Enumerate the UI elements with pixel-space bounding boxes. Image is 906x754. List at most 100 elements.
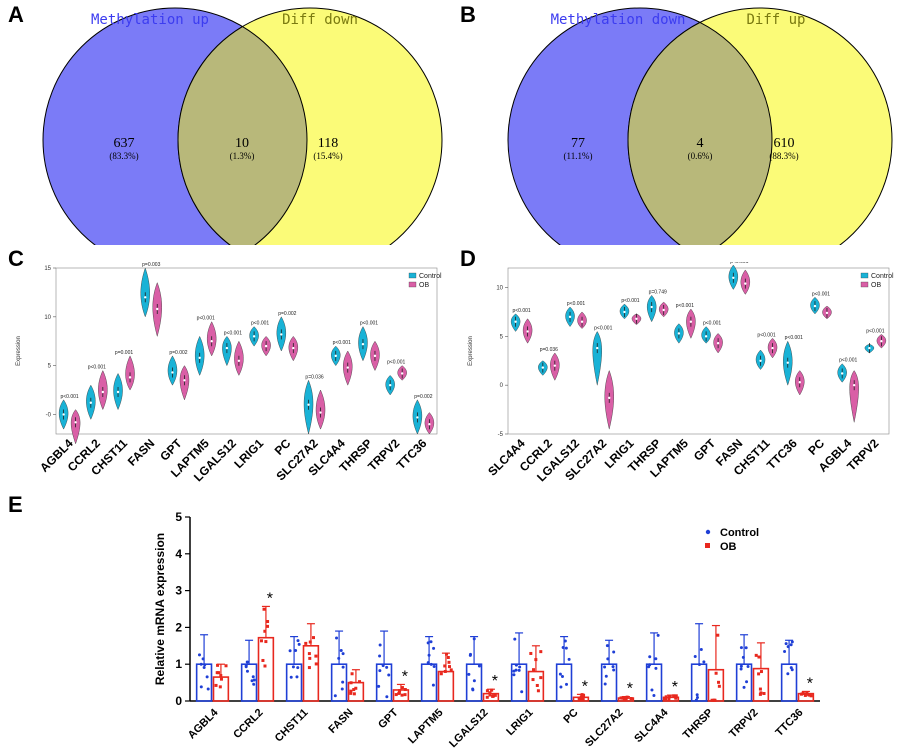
dot-control — [429, 662, 433, 666]
dot-ob — [264, 640, 268, 644]
bar-e-category-label: CCRL2 — [231, 707, 265, 741]
violin-c-median-ob — [319, 411, 322, 414]
dot-control — [693, 654, 697, 658]
dot-control — [378, 669, 382, 673]
dot-control — [518, 665, 522, 669]
dot-control — [471, 688, 475, 692]
violin-c-median-control — [171, 371, 174, 374]
violin-c-plot-frame — [55, 267, 438, 435]
dot-ob — [716, 633, 720, 637]
dot-control — [520, 690, 524, 694]
dot-control — [296, 639, 300, 643]
panel-letter-b: B — [460, 2, 476, 27]
dot-control — [297, 642, 301, 646]
dot-ob — [714, 671, 718, 675]
venn-a-percent-overlap: (1.3%) — [230, 151, 255, 161]
violin-c-median-ob — [373, 354, 377, 358]
dot-ob — [529, 651, 533, 655]
dot-ob — [801, 691, 805, 695]
venn-b-count-overlap: 4 — [697, 136, 704, 151]
dot-control — [513, 637, 517, 641]
violin-d-y-axis-label: Expression — [468, 336, 474, 366]
dot-control — [784, 642, 788, 646]
violin-c-median-control — [225, 346, 229, 350]
dot-ob — [531, 678, 535, 682]
bar-e-y-tick-label: 1 — [175, 657, 182, 671]
violin-chart-c: -051015Expressionp<0.001AGBL4p<0.001CCRL… — [16, 262, 442, 484]
violin-c-median-ob — [74, 421, 77, 424]
violin-d-median-ob — [798, 381, 801, 384]
bar-e-category-label: TRPV2 — [727, 707, 761, 741]
dot-ob — [717, 680, 721, 684]
dot-control — [426, 661, 430, 665]
bar-control — [600, 663, 618, 702]
dot-ob — [308, 640, 312, 644]
dot-ob — [492, 694, 496, 698]
violin-d-pvalue-label: p<0.001 — [567, 301, 585, 307]
violin-d-pvalue-label: p=0.749 — [649, 289, 667, 295]
dot-ob — [754, 653, 758, 657]
dot-control — [612, 668, 616, 672]
bar-ob — [302, 645, 320, 702]
dot-control — [517, 668, 521, 672]
dot-control — [340, 687, 344, 691]
dot-ob — [447, 660, 451, 664]
dot-control — [245, 669, 249, 673]
violin-d-median-control — [650, 305, 653, 309]
dot-ob — [536, 689, 540, 693]
violin-d-median-ob — [662, 308, 665, 312]
dot-control — [378, 654, 382, 658]
violin-d-y-tick-label: 0 — [500, 383, 504, 389]
bar-ob — [212, 676, 230, 702]
dot-ob — [805, 692, 809, 696]
bar-control — [465, 663, 483, 702]
dot-ob — [262, 607, 266, 611]
dot-control — [251, 675, 255, 679]
dot-ob — [352, 692, 356, 696]
dot-control — [739, 664, 743, 668]
violin-d-median-control — [677, 332, 681, 335]
dot-ob — [757, 672, 761, 676]
bar-e-y-tick-label: 0 — [175, 694, 182, 708]
dot-ob — [582, 693, 586, 697]
violin-d-median-ob — [744, 282, 747, 285]
violin-c-median-control — [62, 413, 65, 416]
dot-control — [387, 673, 391, 677]
dot-control — [294, 649, 298, 653]
dot-ob — [581, 697, 585, 701]
violin-d-gene-label: TTC36 — [764, 436, 800, 472]
dot-control — [291, 665, 295, 669]
dot-ob — [219, 677, 223, 681]
dot-ob — [490, 688, 494, 692]
bar-e-category-label: LRIG1 — [504, 707, 535, 738]
dot-ob — [308, 656, 312, 660]
dot-control — [605, 644, 609, 648]
violin-c-median-control — [198, 356, 201, 360]
dot-ob — [672, 694, 676, 698]
dot-control — [385, 665, 389, 669]
bar-control — [555, 663, 573, 702]
dot-control — [289, 675, 293, 679]
bar-e-category-label: THRSP — [681, 707, 716, 742]
dot-ob — [535, 683, 539, 687]
violin-c-median-control — [280, 333, 283, 336]
dot-control — [341, 652, 345, 656]
dot-control — [197, 653, 201, 657]
dot-control — [789, 643, 793, 647]
violin-c-pvalue-label: p<0.001 — [360, 321, 378, 327]
bar-chart-e: 0 1 2 3 4 5 Relative mRNA expression AGBL4 * CCRL… — [153, 510, 820, 750]
dot-ob — [397, 691, 401, 695]
dot-control — [652, 693, 656, 697]
dot-control — [654, 666, 658, 670]
violin-d-median-control — [623, 310, 626, 314]
dot-control — [341, 665, 345, 669]
dot-control — [252, 678, 256, 682]
violin-c-median-control — [416, 416, 419, 419]
panel-letter-e: E — [8, 492, 23, 517]
dot-ob — [799, 692, 803, 696]
dot-control — [381, 664, 385, 668]
violin-d-y-tick-label: 5 — [500, 334, 504, 340]
dot-control — [472, 679, 476, 683]
violin-c-y-axis-label: Expression — [16, 336, 22, 366]
dot-control — [783, 649, 787, 653]
